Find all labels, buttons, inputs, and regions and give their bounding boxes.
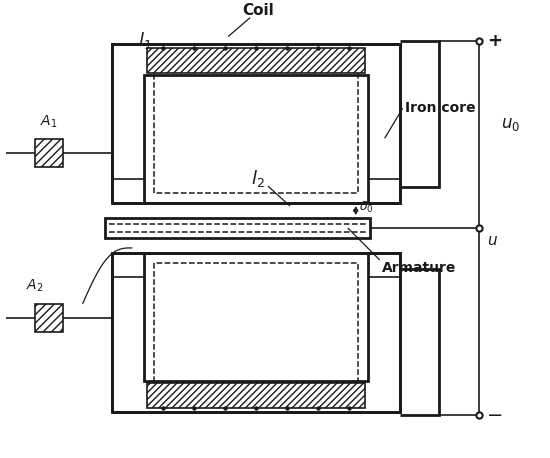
Text: Armature: Armature — [382, 261, 456, 275]
Text: −: − — [487, 406, 504, 425]
Bar — [35, 304, 63, 332]
Text: Coil: Coil — [242, 3, 274, 18]
Bar — [147, 48, 365, 73]
Bar — [113, 253, 400, 413]
Bar — [104, 218, 370, 238]
Text: Iron core: Iron core — [405, 101, 475, 115]
Text: $\delta_0$: $\delta_0$ — [359, 200, 373, 215]
Text: $u_0$: $u_0$ — [501, 115, 520, 133]
Text: $u$: $u$ — [487, 234, 498, 248]
Bar — [35, 139, 63, 167]
Text: $A_1$: $A_1$ — [40, 114, 57, 130]
Text: $l_2$: $l_2$ — [251, 168, 265, 189]
Bar — [147, 382, 365, 409]
Text: $A_2$: $A_2$ — [26, 278, 43, 294]
Text: $l_1$: $l_1$ — [139, 30, 152, 51]
Bar — [113, 44, 400, 203]
Text: +: + — [487, 32, 502, 49]
